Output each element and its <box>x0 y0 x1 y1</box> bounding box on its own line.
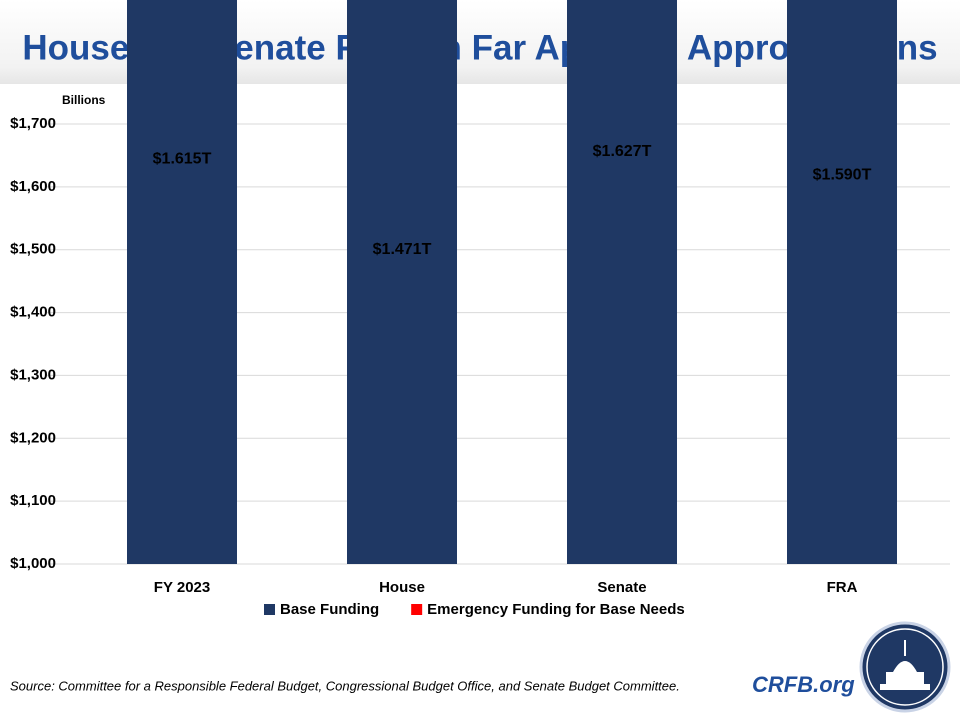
legend-swatch <box>411 604 423 615</box>
y-tick-label: $1,400 <box>10 304 56 321</box>
legend-label: Base Funding <box>280 601 379 618</box>
logo-ring <box>866 628 944 706</box>
y-tick-label: $1,500 <box>10 241 56 258</box>
x-tick-label: FY 2023 <box>154 579 210 596</box>
x-tick-label: House <box>379 579 425 596</box>
brand: CRFB.org <box>752 672 855 697</box>
x-tick-label: Senate <box>597 579 646 596</box>
x-tick-label: FRA <box>827 579 858 596</box>
y-tick-label: $1,000 <box>10 555 56 572</box>
y-tick-label: $1,300 <box>10 366 56 383</box>
logo-capitol <box>880 640 930 690</box>
y-tick-label: $1,200 <box>10 429 56 446</box>
bar-segment <box>567 0 677 564</box>
plot: $1,000 $1,100 $1,200 $1,300 $1,400 $1,500 $1,6… <box>10 0 950 618</box>
bar-segment <box>787 0 897 565</box>
total-label: $1.615T <box>153 151 212 168</box>
y-tick-label: $1,100 <box>10 492 56 509</box>
total-label: $1.471T <box>373 241 432 258</box>
total-label: $1.627T <box>593 143 652 160</box>
legend-swatch <box>264 604 275 615</box>
total-label: $1.590T <box>813 166 872 183</box>
y-tick-label: $1,600 <box>10 178 56 195</box>
y-tick-label: $1,700 <box>10 115 56 132</box>
unit-label: Billions <box>62 93 106 107</box>
source: Source: Committee for a Responsible Fede… <box>10 678 680 693</box>
bar-segment <box>347 0 457 564</box>
legend-label: Emergency Funding for Base Needs <box>427 601 685 618</box>
logo <box>859 621 951 713</box>
bar-segment <box>127 0 237 565</box>
